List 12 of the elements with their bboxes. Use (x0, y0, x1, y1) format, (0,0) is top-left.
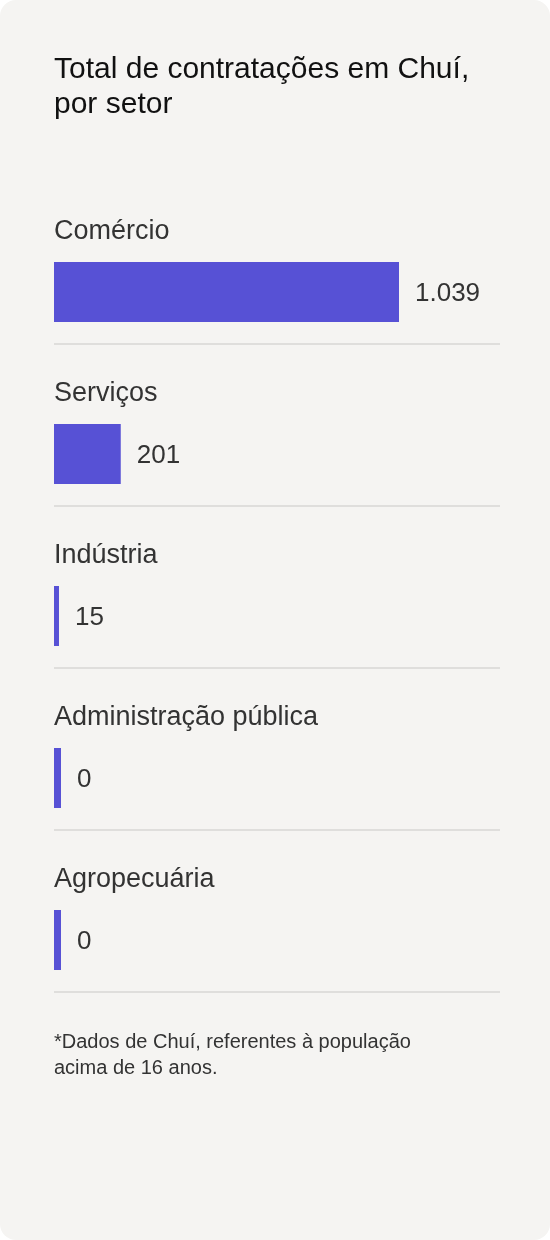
data-label: 0 (77, 925, 92, 956)
y-tick-label: Serviços (54, 377, 158, 407)
y-tick-label: Comércio (54, 215, 170, 245)
data-label: 15 (74, 601, 104, 632)
text: *Dados de Chuí, referentes à população acima de 16 anos. (54, 1030, 411, 1078)
data-label: 1.039 (415, 277, 481, 308)
y-tick-label: Indústria (54, 539, 159, 569)
y-tick-label: Administração pública (54, 701, 320, 731)
y-tick-label: Agropecuária (54, 863, 216, 893)
chart-title: Total de contratações em Chuí, por setor (54, 51, 470, 119)
data-label: 201 (136, 439, 181, 470)
data-label: 0 (77, 763, 92, 794)
